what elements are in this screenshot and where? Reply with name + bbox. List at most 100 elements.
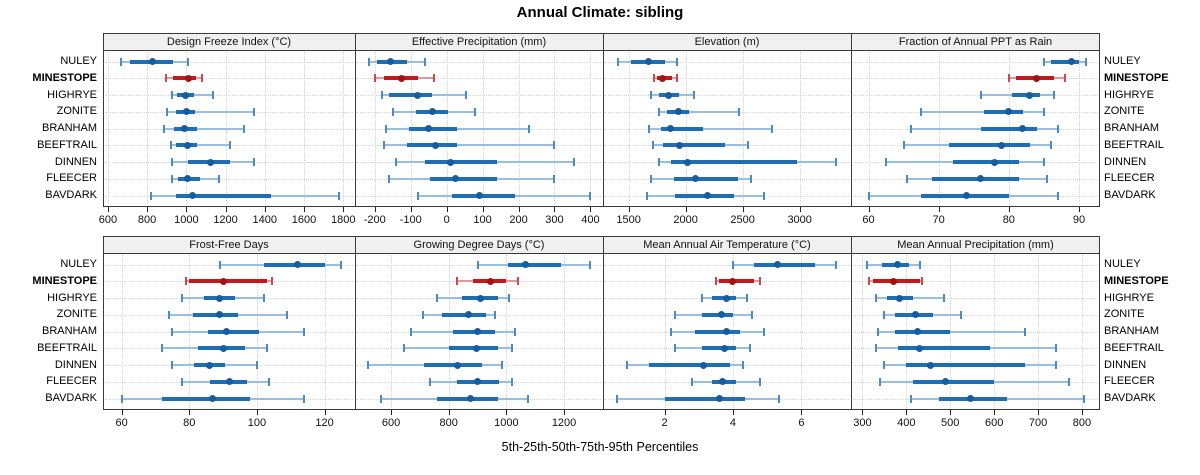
axis-tick: [1038, 410, 1040, 415]
whisker-cap-5: [170, 158, 173, 166]
panel-divider: [355, 33, 356, 207]
median-dot: [645, 58, 653, 65]
axis-tick: [482, 207, 484, 212]
axis-tick-label: 800: [1072, 417, 1092, 429]
median-dot: [719, 378, 727, 386]
axis-tick: [950, 410, 952, 415]
iqr-bar-25-75: [695, 329, 740, 334]
whisker-5-95: [166, 110, 254, 113]
axis-tick-label: 600: [984, 417, 1004, 429]
iqr-bar-25-75: [949, 143, 1030, 148]
row-label-right-fleecer: FLEECER: [1104, 375, 1155, 388]
median-dot: [293, 261, 301, 268]
h-gridline: [605, 78, 849, 80]
whisker-cap-95: [942, 294, 945, 302]
whisker-cap-95: [253, 158, 255, 166]
v-gridline: [664, 255, 666, 408]
axis-tick: [742, 207, 744, 212]
row-label-right-zonite: ZONITE: [1104, 105, 1145, 118]
v-gridline: [374, 52, 376, 205]
median-dot: [207, 158, 215, 166]
axis-tick-label: 120: [315, 417, 334, 429]
row-label-left-beeftrail: BEEFTRAIL: [37, 341, 97, 354]
h-gridline: [105, 78, 353, 80]
median-dot: [452, 175, 460, 183]
whisker-cap-5: [476, 260, 479, 269]
whisker-cap-5: [673, 344, 676, 353]
h-gridline: [853, 298, 1098, 299]
whisker-cap-95: [1046, 174, 1049, 183]
axis-tick-label: 1000: [174, 214, 199, 226]
median-dot: [387, 58, 395, 65]
h-gridline: [357, 95, 601, 96]
iqr-bar-25-75: [407, 143, 458, 148]
h-gridline: [853, 61, 1098, 63]
median-dot: [773, 261, 781, 268]
whisker-cap-5: [874, 344, 877, 353]
whisker-cap-5: [657, 107, 660, 116]
whisker-cap-5: [403, 344, 406, 353]
h-gridline: [357, 111, 601, 113]
median-dot: [722, 328, 730, 335]
whisker-cap-95: [493, 310, 496, 319]
iqr-bar-25-75: [507, 262, 562, 267]
iqr-bar-25-75: [895, 329, 951, 334]
axis-tick: [685, 207, 687, 212]
whisker-cap-5: [701, 294, 704, 302]
axis-tick: [256, 410, 258, 415]
axis-tick-label: 70: [932, 214, 945, 226]
row-label-left-fleecer: FLEECER: [46, 172, 97, 185]
axis-tick: [264, 207, 266, 212]
h-gridline: [605, 264, 849, 266]
axis-tick-label: 300: [853, 417, 872, 429]
whisker-cap-95: [255, 361, 258, 369]
v-gridline: [147, 52, 149, 205]
chart-title: Annual Climate: sibling: [516, 4, 684, 21]
panel-header-0-1: Effective Precipitation (mm): [411, 36, 547, 48]
median-dot: [226, 378, 234, 386]
whisker-cap-95: [1053, 91, 1056, 99]
row-label-right-fleecer: FLEECER: [1104, 172, 1155, 185]
panel-divider: [851, 236, 852, 410]
whisker-cap-95: [271, 277, 274, 286]
axis-tick-label: 600: [98, 214, 118, 226]
axis-tick: [225, 207, 227, 212]
whisker-cap-5: [380, 91, 383, 99]
median-dot: [446, 158, 454, 166]
iqr-bar-25-75: [441, 312, 487, 317]
axis-tick: [343, 207, 345, 212]
whisker-cap-5: [867, 191, 870, 200]
h-gridline: [105, 61, 353, 63]
h-gridline: [105, 95, 353, 96]
axis-tick: [938, 207, 940, 212]
median-dot: [183, 175, 191, 183]
whisker-cap-5: [920, 107, 923, 116]
row-label-left-dinnen: DINNEN: [54, 358, 97, 371]
median-dot: [666, 125, 674, 132]
whisker-cap-95: [771, 124, 774, 133]
median-dot: [683, 158, 691, 166]
axis-tick-label: 2: [661, 417, 668, 429]
whisker-cap-95: [1056, 124, 1059, 133]
whisker-cap-95: [516, 277, 519, 286]
axis-tick: [304, 207, 305, 212]
whisker-5-95: [383, 144, 555, 147]
whisker-cap-95: [201, 74, 204, 83]
whisker-cap-5: [909, 394, 912, 403]
whisker-cap-5: [731, 260, 734, 269]
whisker-5-95: [921, 110, 1044, 113]
row-label-left-zonite: ZONITE: [56, 105, 97, 118]
whisker-cap-5: [150, 191, 153, 200]
median-dot: [692, 175, 700, 183]
row-label-left-nuley: NULEY: [60, 258, 97, 270]
iqr-bar-25-75: [424, 363, 482, 367]
axis-tick: [590, 207, 592, 212]
row-label-right-highrye: HIGHRYE: [1104, 88, 1154, 101]
axis-tick: [186, 207, 188, 212]
whisker-cap-5: [979, 91, 982, 99]
axis-tick: [628, 207, 630, 212]
whisker-cap-5: [456, 277, 459, 286]
iqr-bar-25-75: [649, 363, 730, 367]
median-dot: [428, 108, 436, 116]
